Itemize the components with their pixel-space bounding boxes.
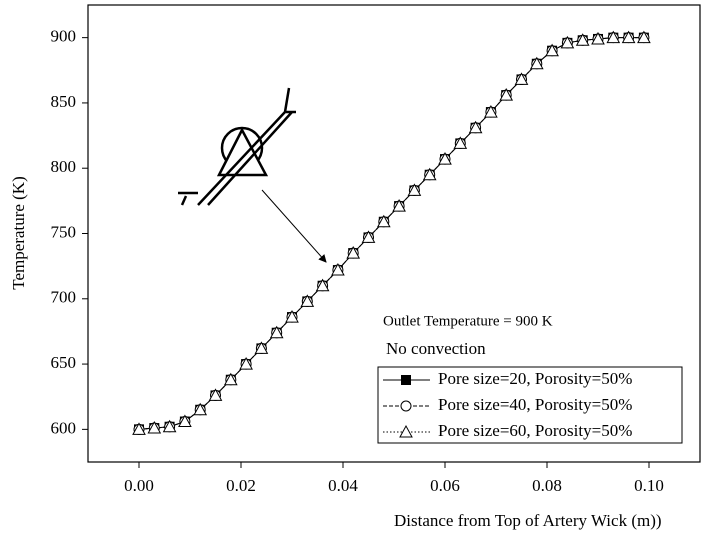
marker	[560, 35, 575, 49]
legend-label: Pore size=60, Porosity=50%	[438, 421, 632, 440]
marker	[399, 424, 413, 438]
marker	[484, 105, 498, 118]
x-tick-label: 0.00	[124, 476, 154, 495]
x-tick-label: 0.02	[226, 476, 256, 495]
marker	[208, 388, 223, 401]
marker	[575, 33, 590, 46]
marker	[514, 72, 529, 85]
marker	[401, 375, 411, 385]
annotation-arrow	[261, 189, 327, 263]
marker	[346, 246, 361, 259]
x-tick-label: 0.08	[532, 476, 562, 495]
y-tick-label: 600	[51, 418, 77, 437]
y-tick-label: 800	[51, 157, 77, 176]
marker	[269, 325, 284, 339]
y-tick-label: 700	[51, 288, 77, 307]
marker	[178, 414, 192, 428]
marker	[132, 422, 146, 435]
marker	[361, 230, 376, 243]
y-axis-label: Temperature (K)	[9, 176, 28, 290]
marker	[392, 199, 406, 212]
y-tick-label: 650	[51, 353, 77, 372]
marker	[468, 120, 483, 134]
marker	[545, 43, 559, 57]
legend-label: Pore size=20, Porosity=50%	[438, 369, 632, 388]
marker	[529, 56, 544, 70]
marker	[621, 30, 636, 44]
marker	[438, 152, 452, 165]
marker	[499, 88, 514, 101]
marker	[407, 183, 422, 196]
x-tick-label: 0.04	[328, 476, 358, 495]
marker	[223, 372, 238, 386]
legend-label: Pore size=40, Porosity=50%	[438, 395, 632, 414]
x-tick-label: 0.06	[430, 476, 460, 495]
marker	[400, 400, 412, 412]
y-tick-label: 900	[51, 27, 77, 46]
marker	[300, 294, 315, 307]
y-tick-label: 750	[51, 222, 77, 241]
marker	[637, 30, 651, 44]
inset-sketch	[178, 87, 296, 206]
marker	[285, 310, 299, 323]
marker	[376, 214, 391, 228]
series-line	[138, 37, 644, 430]
marker	[606, 30, 621, 44]
x-tick-label: 0.10	[634, 476, 664, 495]
marker	[162, 419, 177, 433]
marker	[453, 136, 468, 149]
marker	[315, 278, 330, 292]
marker	[193, 402, 208, 416]
marker	[422, 167, 437, 181]
marker	[254, 341, 269, 354]
marker	[239, 357, 253, 370]
x-axis-label: Distance from Top of Artery Wick (m))	[394, 511, 662, 530]
marker	[147, 421, 162, 434]
annotation: Outlet Temperature = 900 K	[383, 313, 553, 329]
y-tick-label: 850	[51, 92, 77, 111]
annotation: No convection	[386, 339, 486, 358]
marker	[591, 31, 605, 45]
marker	[331, 263, 345, 276]
